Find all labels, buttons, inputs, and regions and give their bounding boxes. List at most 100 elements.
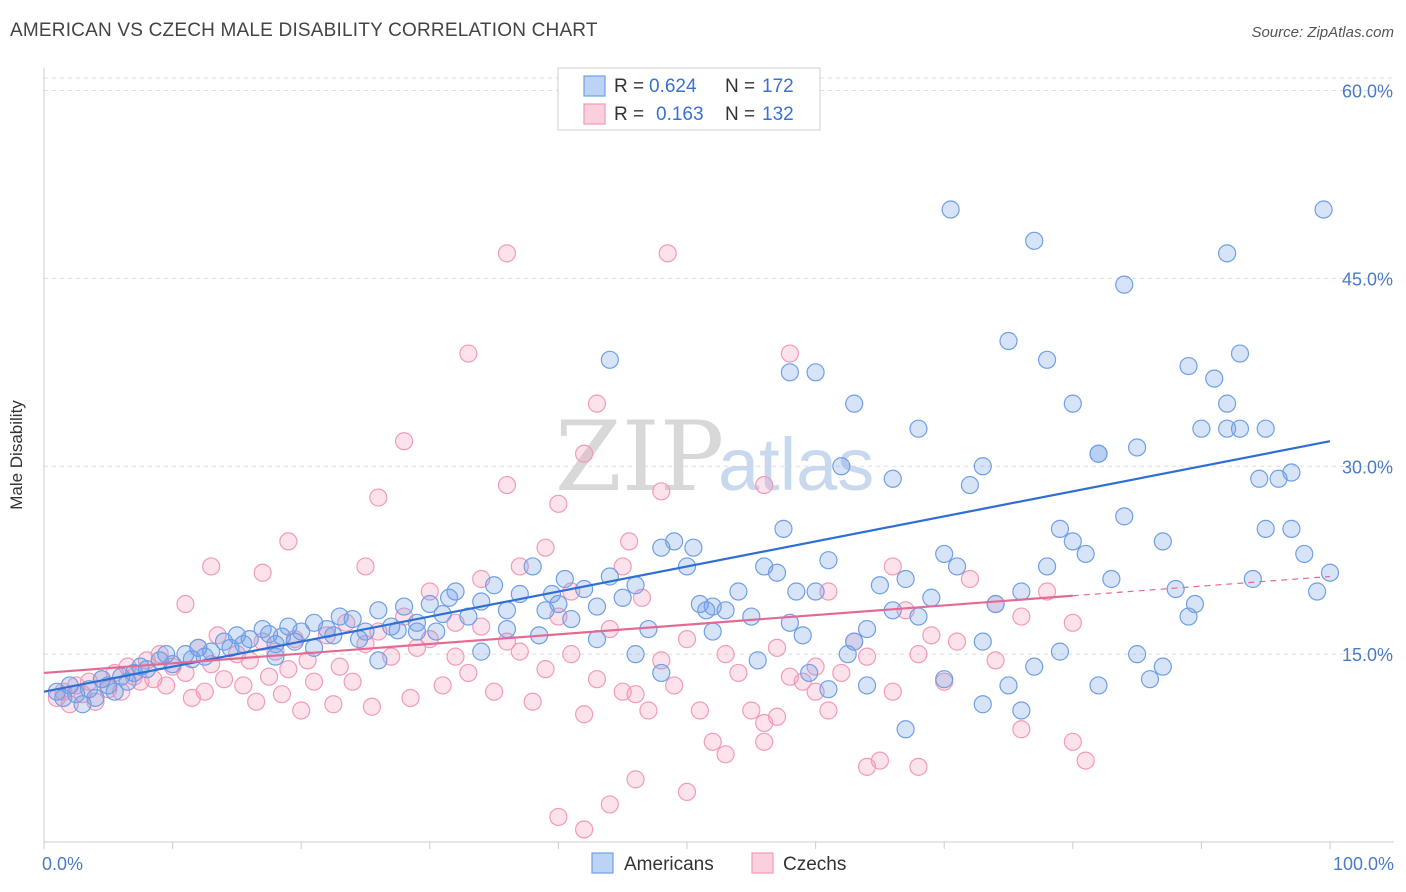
czechs-point-114 xyxy=(587,394,607,413)
americans-point-99 xyxy=(973,632,992,651)
americans-point-54 xyxy=(485,576,504,595)
americans-point-145 xyxy=(1012,701,1031,720)
americans-point-137 xyxy=(703,597,722,616)
czechs-point-121 xyxy=(755,475,774,495)
czechs-point-60 xyxy=(536,660,555,679)
americans-point-91 xyxy=(870,576,890,595)
americans-point-9 xyxy=(105,682,124,701)
czechs-point-104 xyxy=(420,582,439,601)
y-tick-label-1: 30.0% xyxy=(1342,457,1393,477)
czechs-point-17 xyxy=(157,676,176,695)
americans-point-82 xyxy=(780,613,799,632)
legend-n-label-1: N = xyxy=(725,76,755,97)
czechs-point-45 xyxy=(362,697,382,716)
y-tick-label-2: 45.0% xyxy=(1342,269,1393,289)
americans-point-114 xyxy=(1166,579,1185,599)
americans-point-51 xyxy=(446,582,465,601)
czechs-point-133 xyxy=(626,770,645,789)
americans-point-169 xyxy=(1089,444,1108,463)
americans-point-161 xyxy=(806,363,825,382)
czechs-point-103 xyxy=(394,432,414,451)
americans-point-101 xyxy=(999,676,1018,695)
czechs-point-29 xyxy=(247,692,266,711)
americans-point-95 xyxy=(922,588,941,607)
americans-point-167 xyxy=(1037,350,1057,369)
americans-point-166 xyxy=(999,331,1018,351)
czechs-point-127 xyxy=(1012,720,1031,739)
czechs-points xyxy=(47,244,1095,839)
americans-point-119 xyxy=(1230,419,1250,438)
americans-point-47 xyxy=(420,594,439,614)
americans-point-117 xyxy=(1205,369,1224,388)
americans-point-6 xyxy=(86,688,105,708)
americans-point-57 xyxy=(523,557,542,576)
americans-point-109 xyxy=(1102,569,1121,589)
americans-point-66 xyxy=(613,588,632,607)
watermark-zip: ZIP xyxy=(555,401,724,513)
czechs-point-52 xyxy=(433,676,452,695)
americans-point-157 xyxy=(1025,231,1044,250)
americans-point-149 xyxy=(1153,532,1172,551)
czechs-point-72 xyxy=(690,701,709,720)
czechs-point-135 xyxy=(716,745,735,764)
czechs-point-140 xyxy=(909,757,928,776)
americans-point-135 xyxy=(626,645,645,664)
czechs-point-126 xyxy=(947,632,967,651)
americans-point-78 xyxy=(742,607,761,626)
americans-point-156 xyxy=(941,200,960,219)
americans-points xyxy=(47,200,1340,739)
americans-point-77 xyxy=(729,582,748,601)
x-tick-label-min: 0.0% xyxy=(42,854,83,874)
y-tick-label-0: 15.0% xyxy=(1342,645,1393,665)
legend-r-value-1: 0.624 xyxy=(649,76,697,97)
americans-point-143 xyxy=(935,670,954,689)
americans-point-152 xyxy=(1250,469,1269,488)
americans-point-144 xyxy=(973,695,992,714)
americans-point-151 xyxy=(1218,419,1237,438)
americans-point-70 xyxy=(665,532,684,551)
americans-point-171 xyxy=(1230,344,1250,363)
y-tick-label-3: 60.0% xyxy=(1342,82,1393,102)
americans-point-129 xyxy=(369,651,388,670)
americans-point-168 xyxy=(1063,394,1082,413)
czechs-point-31 xyxy=(259,667,279,686)
americans-point-132 xyxy=(497,619,517,639)
czechs-trend-line-extension xyxy=(1072,575,1331,597)
americans-point-83 xyxy=(793,626,812,645)
americans-point-150 xyxy=(1185,594,1205,614)
americans-point-172 xyxy=(1256,419,1275,438)
legend-swatch-americans xyxy=(583,75,606,97)
czechs-point-130 xyxy=(549,807,568,827)
czechs-point-96 xyxy=(1063,613,1082,632)
czechs-point-76 xyxy=(742,701,761,720)
americans-point-165 xyxy=(973,457,992,476)
czechs-point-99 xyxy=(253,563,272,582)
americans-point-134 xyxy=(587,630,607,649)
americans-point-158 xyxy=(1115,275,1134,294)
americans-point-138 xyxy=(748,651,767,670)
americans-point-136 xyxy=(652,663,671,683)
legend-r-label-1: R = xyxy=(614,76,644,97)
americans-point-98 xyxy=(960,475,980,495)
czechs-point-16 xyxy=(150,645,169,664)
legend-n-value-2: 132 xyxy=(762,104,794,125)
czechs-point-38 xyxy=(304,672,324,691)
czechs-point-134 xyxy=(677,782,697,802)
legend-n-value-1: 172 xyxy=(762,76,794,97)
americans-point-94 xyxy=(909,607,928,626)
americans-point-103 xyxy=(1025,657,1044,676)
czechs-point-136 xyxy=(755,732,774,751)
czechs-point-41 xyxy=(330,657,349,676)
americans-point-159 xyxy=(1218,244,1237,263)
czechs-point-92 xyxy=(960,569,980,589)
bottom-legend-americans: Americans xyxy=(624,854,714,875)
americans-point-87 xyxy=(832,457,851,476)
czechs-point-106 xyxy=(459,344,478,363)
americans-point-116 xyxy=(1192,419,1211,438)
trend-lines xyxy=(43,440,1331,693)
bottom-legend-swatch-americans xyxy=(591,852,614,874)
americans-point-85 xyxy=(806,582,825,601)
czechs-point-63 xyxy=(575,705,594,724)
americans-point-42 xyxy=(369,601,388,620)
americans-point-16 xyxy=(157,645,176,664)
